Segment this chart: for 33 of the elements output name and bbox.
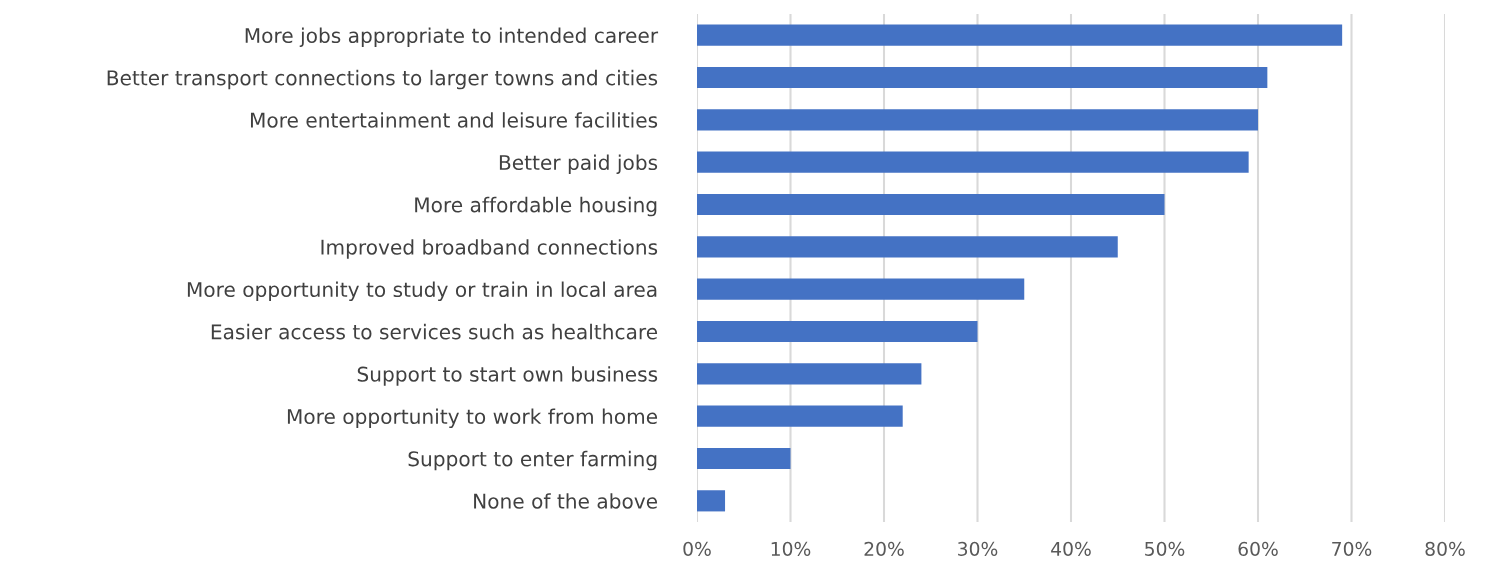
y-tick-label: Better transport connections to larger towns and cities [107, 69, 658, 90]
y-tick-label: Better paid jobs [499, 154, 658, 175]
y-tick-label: Support to start own business [357, 366, 658, 386]
y-tick-label: More entertainment and leisure facilities [250, 112, 658, 128]
x-tick-label: 80% [1425, 541, 1465, 556]
x-tick-label: 70% [1332, 541, 1372, 556]
x-tick-label: 60% [1238, 541, 1278, 556]
x-tick-label: 30% [958, 541, 998, 556]
bar [697, 363, 922, 385]
x-tick-label: 20% [864, 541, 904, 556]
bar [697, 151, 1249, 173]
x-tick-label: 0% [683, 541, 711, 556]
bar [697, 490, 726, 512]
y-tick-label: More opportunity to work from home [287, 408, 658, 429]
bar [697, 405, 903, 427]
bar [697, 278, 1025, 300]
x-tick-label: 10% [771, 541, 811, 556]
y-tick-label: More affordable housing [415, 196, 657, 217]
bar [697, 109, 1258, 131]
bar [697, 24, 1343, 46]
x-tick-label: 50% [1145, 541, 1185, 556]
y-tick-label: More opportunity to study or train in local area [187, 281, 657, 302]
x-tick-label: 40% [1051, 541, 1091, 556]
bar [697, 193, 1165, 216]
bar [697, 320, 978, 343]
bar [697, 66, 1268, 89]
bar [697, 236, 1118, 258]
y-tick-label: Easier access to services such as healthcare [211, 323, 658, 340]
y-tick-label: More jobs appropriate to intended career [245, 27, 659, 48]
y-tick-label: Support to enter farming [408, 450, 657, 471]
y-tick-label: None of the above [474, 493, 658, 509]
y-tick-label: Improved broadband connections [321, 239, 658, 259]
bar [697, 447, 791, 470]
